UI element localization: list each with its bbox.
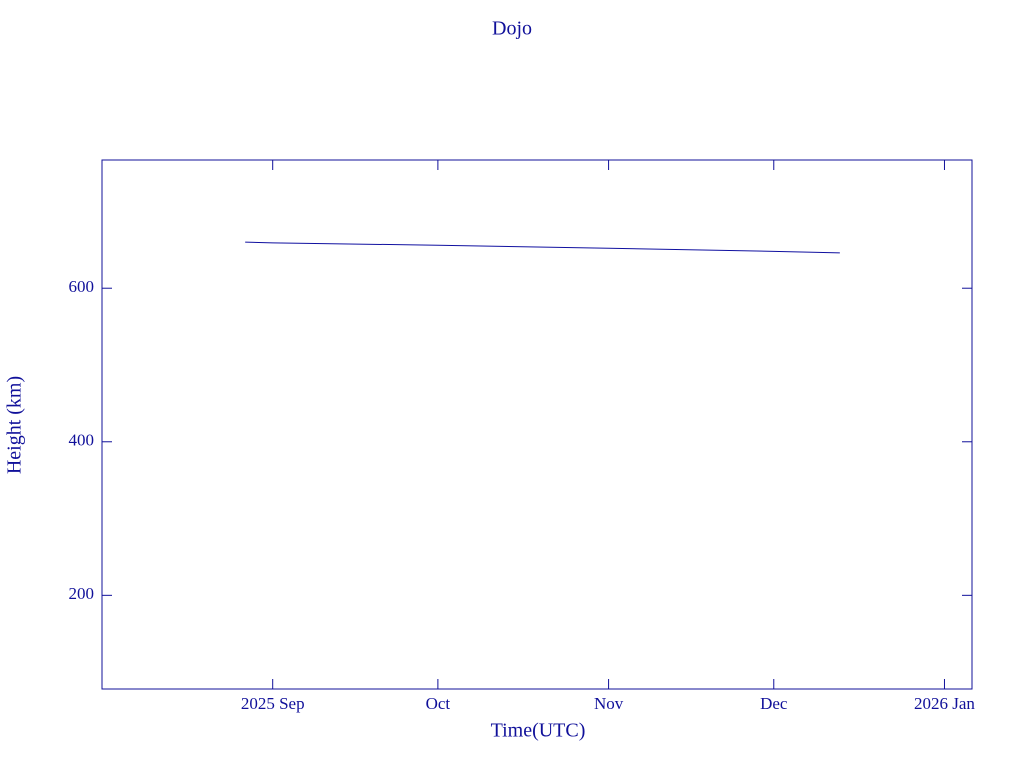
x-axis-label: Time(UTC) <box>491 720 586 742</box>
y-tick-label: 200 <box>69 584 95 603</box>
y-tick-label: 400 <box>69 431 95 450</box>
data-line <box>245 241 840 254</box>
x-tick-label: Oct <box>426 694 451 713</box>
x-tick-label: Dec <box>760 694 788 713</box>
y-tick-label: 600 <box>69 277 95 296</box>
x-tick-label: Nov <box>594 694 624 713</box>
chart-title: Dojo <box>492 18 532 40</box>
x-tick-label: 2025 Sep <box>241 694 305 713</box>
plot-frame <box>101 159 973 690</box>
y-axis-label: Height (km) <box>4 376 26 474</box>
x-tick-label: 2026 Jan <box>914 694 975 713</box>
